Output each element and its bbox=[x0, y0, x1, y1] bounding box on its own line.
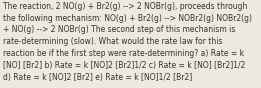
Text: The reaction, 2 NO(g) + Br2(g) --> 2 NOBr(g), proceeds through
the following mec: The reaction, 2 NO(g) + Br2(g) --> 2 NOB… bbox=[3, 2, 252, 82]
